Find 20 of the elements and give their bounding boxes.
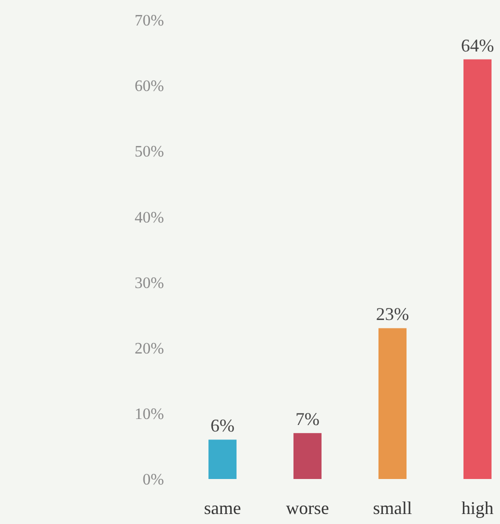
y-tick-label: 60% — [134, 78, 164, 96]
y-tick-label: 50% — [134, 144, 164, 161]
data-label: 6% — [210, 416, 234, 436]
y-tick-label: 70% — [134, 12, 164, 30]
y-tick-label: 30% — [134, 274, 164, 292]
bar — [208, 440, 237, 479]
data-label: 23% — [376, 304, 409, 324]
y-tick-label: 10% — [134, 406, 164, 424]
x-tick-label: small — [373, 498, 412, 518]
y-tick-label: 0% — [142, 472, 164, 489]
y-tick-label: 40% — [134, 209, 164, 226]
y-tick-label: 20% — [134, 340, 164, 358]
data-label: 7% — [296, 409, 320, 430]
x-tick-label: worse — [286, 498, 329, 518]
x-tick-label: same — [204, 498, 242, 518]
bar — [378, 328, 407, 479]
x-tick-label: high — [461, 498, 494, 518]
data-label: 64% — [461, 35, 494, 56]
bar — [463, 59, 492, 479]
bar — [293, 433, 322, 479]
